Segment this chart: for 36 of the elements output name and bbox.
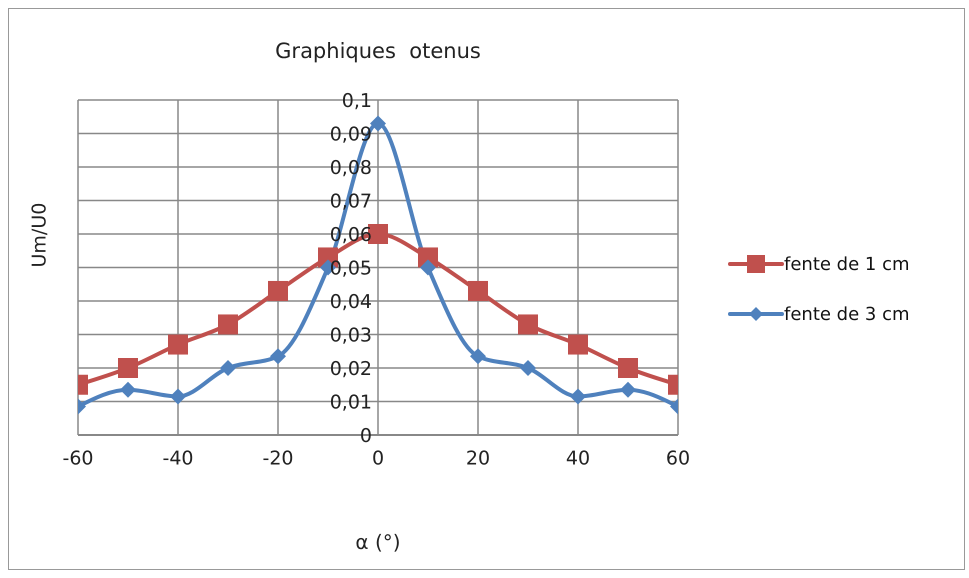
y-tick-label: 0,04 <box>330 291 372 313</box>
y-tick-label: 0,1 <box>342 90 372 112</box>
x-tick-label: -40 <box>162 447 194 470</box>
point <box>470 348 486 364</box>
point <box>220 360 236 376</box>
y-axis-title: Um/U0 <box>28 202 51 268</box>
point <box>118 358 138 378</box>
point <box>218 314 238 334</box>
point <box>618 358 638 378</box>
point <box>468 280 488 301</box>
point <box>370 115 386 132</box>
y-tick-label: 0 <box>360 425 372 447</box>
x-tick-label: 40 <box>566 447 590 470</box>
point <box>120 382 136 398</box>
x-tick-label: 20 <box>466 447 490 470</box>
legend-label: fente de 3 cm <box>784 304 910 324</box>
x-tick-label: 60 <box>666 447 690 470</box>
y-tick-label: 0,03 <box>330 324 372 346</box>
point <box>420 260 436 276</box>
legend-label: fente de 1 cm <box>784 254 910 274</box>
point <box>518 314 538 334</box>
point <box>270 348 286 364</box>
chart-title: Graphiques otenus <box>274 39 482 63</box>
point <box>168 334 188 355</box>
point <box>170 388 186 404</box>
y-tick-label: 0,05 <box>330 258 372 280</box>
x-tick-label: -20 <box>262 447 294 470</box>
point <box>568 334 588 355</box>
y-tick-label: 0,01 <box>330 392 372 414</box>
x-tick-label: -60 <box>62 447 94 470</box>
point <box>520 360 536 376</box>
point <box>620 382 636 398</box>
y-tick-label: 0,02 <box>330 358 372 380</box>
point <box>570 388 586 404</box>
x-axis-title: α (°) <box>355 530 401 554</box>
point <box>268 280 288 301</box>
